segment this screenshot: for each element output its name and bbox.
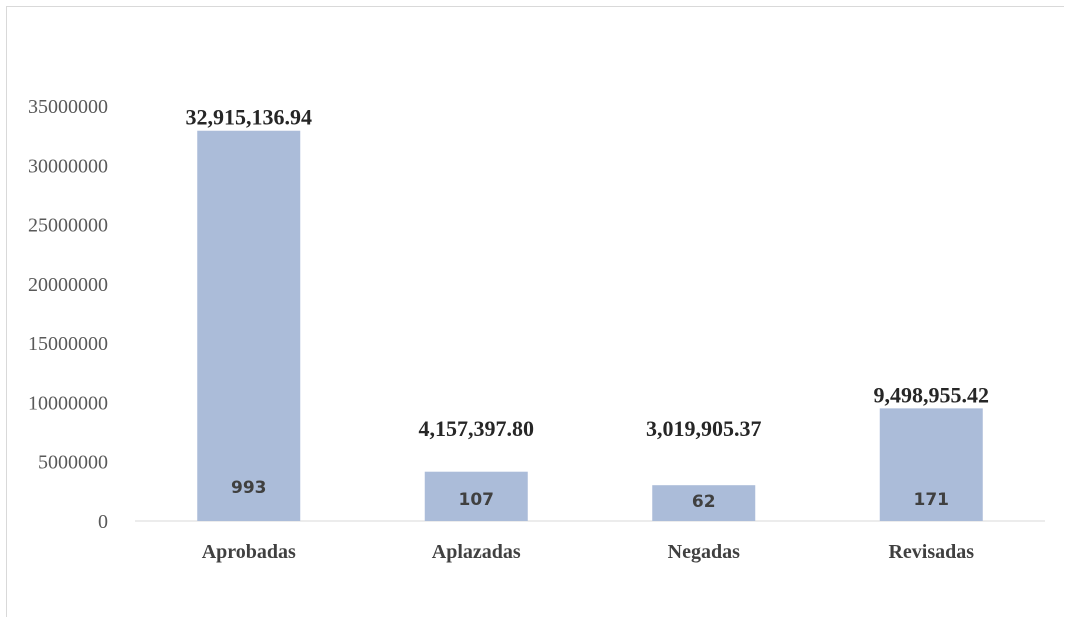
value-label: 4,157,397.80 — [419, 416, 535, 441]
x-axis-categories: Aprobadas Aplazadas Negadas Revisadas — [202, 541, 975, 563]
count-label: 171 — [914, 490, 950, 510]
y-tick-label: 25000000 — [28, 215, 108, 237]
category-label: Negadas — [668, 541, 740, 563]
bar-negadas — [652, 485, 756, 521]
category-label: Aprobadas — [202, 541, 296, 563]
count-label: 993 — [231, 478, 267, 498]
y-tick-label: 5000000 — [38, 452, 108, 474]
bar-revisadas — [879, 408, 983, 521]
chart-frame — [6, 6, 1064, 617]
y-axis-ticks: 0 5000000 10000000 15000000 20000000 25000000… — [28, 96, 108, 533]
value-label: 3,019,905.37 — [646, 416, 762, 441]
y-tick-label: 30000000 — [28, 155, 108, 177]
y-tick-label: 20000000 — [28, 274, 108, 296]
count-label: 62 — [692, 492, 716, 512]
y-tick-label: 0 — [98, 511, 108, 533]
bars: 32,915,136.94 993 4,157,397.80 107 3,019,905… — [186, 105, 990, 521]
count-label: 107 — [459, 490, 495, 510]
y-tick-label: 15000000 — [28, 333, 108, 355]
value-label: 32,915,136.94 — [186, 105, 313, 130]
category-label: Aplazadas — [432, 541, 521, 563]
bar-aprobadas — [197, 130, 301, 521]
bar-aplazadas — [424, 471, 528, 521]
category-label: Revisadas — [888, 541, 974, 563]
y-tick-label: 10000000 — [28, 392, 108, 414]
y-tick-label: 35000000 — [28, 96, 108, 118]
value-label: 9,498,955.42 — [874, 382, 990, 407]
